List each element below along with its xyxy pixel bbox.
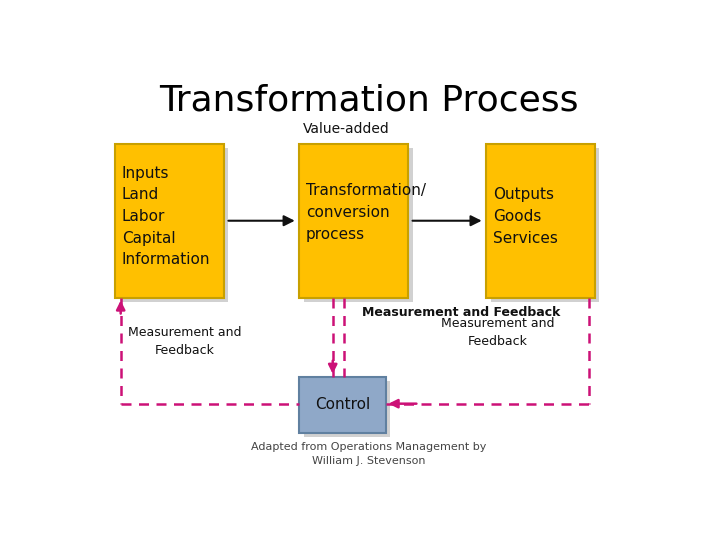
Text: Value-added: Value-added xyxy=(303,122,390,136)
FancyBboxPatch shape xyxy=(490,148,600,302)
Text: Transformation/
conversion
process: Transformation/ conversion process xyxy=(306,183,426,241)
Text: Measurement and
Feedback: Measurement and Feedback xyxy=(441,318,554,348)
FancyBboxPatch shape xyxy=(120,148,228,302)
FancyBboxPatch shape xyxy=(115,144,224,298)
FancyBboxPatch shape xyxy=(300,144,408,298)
FancyBboxPatch shape xyxy=(304,148,413,302)
FancyBboxPatch shape xyxy=(300,377,386,433)
Text: Outputs
Goods
Services: Outputs Goods Services xyxy=(493,187,558,246)
Text: Measurement and Feedback: Measurement and Feedback xyxy=(362,306,560,319)
Text: Measurement and
Feedback: Measurement and Feedback xyxy=(128,326,242,357)
FancyBboxPatch shape xyxy=(486,144,595,298)
Text: Control: Control xyxy=(315,397,370,412)
Text: Inputs
Land
Labor
Capital
Information: Inputs Land Labor Capital Information xyxy=(122,166,210,267)
Text: Adapted from Operations Management by
William J. Stevenson: Adapted from Operations Management by Wi… xyxy=(251,442,487,466)
Text: Transformation Process: Transformation Process xyxy=(159,84,579,118)
FancyBboxPatch shape xyxy=(304,381,390,437)
